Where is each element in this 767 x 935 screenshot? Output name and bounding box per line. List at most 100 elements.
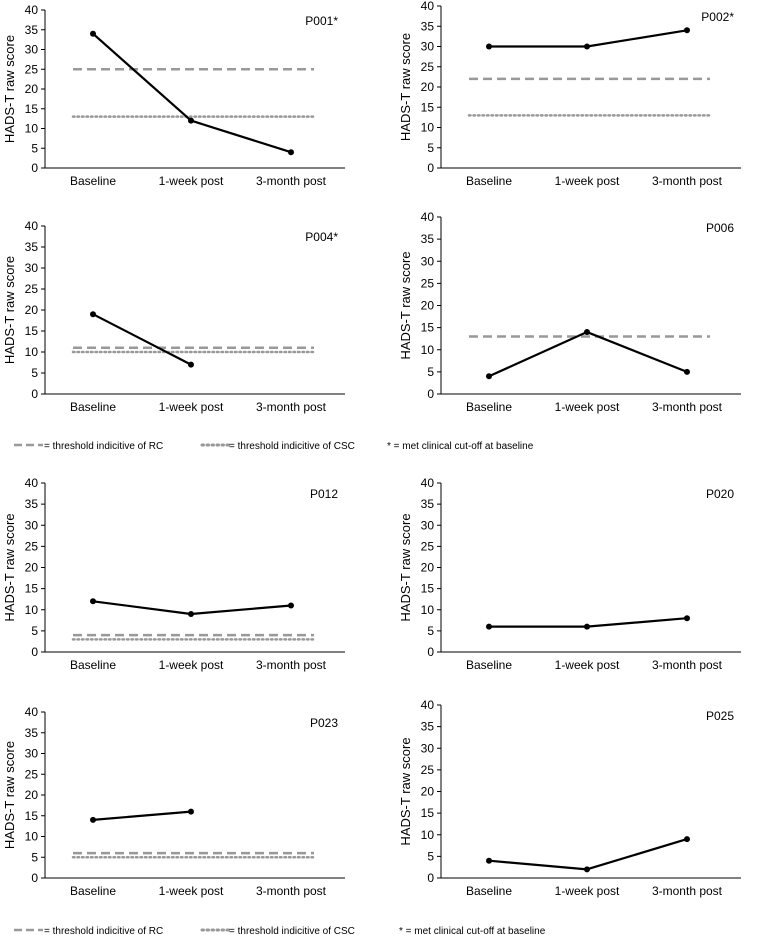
charts-group: 0 5 10 15 20 25 30 35 40 Baseline 1-week post 3-mon… <box>2 0 741 898</box>
y-tick-label: 15 <box>25 324 39 338</box>
data-point <box>90 598 96 605</box>
y-tick-label: 5 <box>427 849 434 863</box>
participant-id-label: P012 <box>310 487 338 501</box>
data-point <box>584 329 590 336</box>
data-point <box>684 615 690 622</box>
participant-id-label: P002* <box>701 10 734 24</box>
y-tick-label: 10 <box>421 828 435 842</box>
y-tick-label: 20 <box>25 82 39 96</box>
y-tick-label: 20 <box>25 788 39 802</box>
y-tick-label: 0 <box>31 871 38 885</box>
y-tick-label: 40 <box>25 3 39 17</box>
y-tick-label: 40 <box>421 476 435 490</box>
y-tick-label: 15 <box>421 806 435 820</box>
y-tick-label: 5 <box>427 365 434 379</box>
y-tick-label: 20 <box>421 299 435 313</box>
data-point <box>288 149 294 156</box>
y-tick-label: 5 <box>31 850 38 864</box>
y-tick-label: 10 <box>25 122 39 136</box>
x-tick-label: 1-week post <box>159 400 224 414</box>
legend-rc-label: = threshold indicitive of RC <box>44 441 163 452</box>
x-tick-label: Baseline <box>70 400 116 414</box>
x-tick-label: 3-month post <box>652 400 723 414</box>
y-axis-label: HADS-T raw score <box>2 256 17 364</box>
series-line-segment <box>488 331 588 378</box>
legend-top: = threshold indicitive of RC = threshold… <box>14 441 534 452</box>
data-point <box>188 361 194 368</box>
y-tick-label: 35 <box>25 726 39 740</box>
y-tick-label: 25 <box>421 763 435 777</box>
chart-panel-P002: 0 5 10 15 20 25 30 35 40 Baseline 1-week post 3-mon… <box>398 0 741 188</box>
participant-id-label: P023 <box>310 716 338 730</box>
y-tick-label: 40 <box>25 219 39 233</box>
x-tick-label: 1-week post <box>159 658 224 672</box>
data-point <box>486 623 492 630</box>
y-tick-label: 15 <box>25 582 39 596</box>
x-tick-label: 3-month post <box>256 174 327 188</box>
legend-star-label: * = met clinical cut-off at baseline <box>399 926 546 935</box>
y-tick-label: 0 <box>427 871 434 885</box>
y-tick-label: 20 <box>25 561 39 575</box>
y-tick-label: 25 <box>25 62 39 76</box>
y-tick-label: 5 <box>31 141 38 155</box>
x-tick-label: Baseline <box>466 658 512 672</box>
y-axis-label: HADS-T raw score <box>398 33 413 141</box>
y-tick-label: 25 <box>25 282 39 296</box>
y-tick-label: 20 <box>421 785 435 799</box>
series-line-segment <box>586 838 688 871</box>
x-tick-label: 1-week post <box>555 400 620 414</box>
y-tick-label: 0 <box>31 161 38 175</box>
chart-panel-P025: 0 5 10 15 20 25 30 35 40 Baseline 1-week post 3-mon… <box>398 698 741 898</box>
x-tick-label: 1-week post <box>555 884 620 898</box>
y-tick-label: 0 <box>427 387 434 401</box>
y-tick-label: 0 <box>31 387 38 401</box>
y-tick-label: 15 <box>421 100 435 114</box>
x-tick-label: 3-month post <box>256 884 327 898</box>
series-line-segment <box>92 313 192 366</box>
legend-csc-label: = threshold indicitive of CSC <box>229 441 355 452</box>
legend-star-label: * = met clinical cut-off at baseline <box>387 441 534 452</box>
y-tick-label: 10 <box>25 603 39 617</box>
y-tick-label: 25 <box>25 539 39 553</box>
chart-panel-P020: 0 5 10 15 20 25 30 35 40 Baseline 1-week post 3-mon… <box>398 476 741 672</box>
y-tick-label: 30 <box>25 747 39 761</box>
x-tick-label: 3-month post <box>652 658 723 672</box>
data-point <box>684 368 690 375</box>
y-tick-label: 25 <box>421 60 435 74</box>
data-point <box>584 43 590 50</box>
participant-id-label: P004* <box>305 230 338 244</box>
legend-csc-label: = threshold indicitive of CSC <box>229 926 355 935</box>
data-point <box>684 27 690 34</box>
data-point <box>288 602 294 609</box>
participant-id-label: P025 <box>706 709 734 723</box>
series-line-segment <box>190 119 292 154</box>
data-point <box>90 816 96 823</box>
x-tick-label: Baseline <box>466 400 512 414</box>
y-tick-label: 15 <box>25 102 39 116</box>
y-tick-label: 35 <box>25 23 39 37</box>
y-tick-label: 15 <box>421 321 435 335</box>
x-tick-label: Baseline <box>70 174 116 188</box>
y-tick-label: 25 <box>421 539 435 553</box>
chart-panel-P001: 0 5 10 15 20 25 30 35 40 Baseline 1-week post 3-mon… <box>2 3 345 188</box>
y-tick-label: 10 <box>421 603 435 617</box>
y-axis-label: HADS-T raw score <box>398 251 413 359</box>
series-line-segment <box>92 600 192 616</box>
y-axis-label: HADS-T raw score <box>398 513 413 621</box>
x-tick-label: 3-month post <box>652 884 723 898</box>
series-line-segment <box>92 810 192 821</box>
y-tick-label: 40 <box>25 476 39 490</box>
x-tick-label: 1-week post <box>555 174 620 188</box>
series-line-segment <box>586 29 688 48</box>
x-tick-label: Baseline <box>466 884 512 898</box>
y-tick-label: 5 <box>31 366 38 380</box>
data-point <box>188 117 194 124</box>
legend-rc-label: = threshold indicitive of RC <box>44 926 163 935</box>
y-tick-label: 40 <box>421 0 435 13</box>
chart-panel-P012: 0 5 10 15 20 25 30 35 40 Baseline 1-week post 3-mon… <box>2 476 345 672</box>
y-tick-label: 30 <box>25 261 39 275</box>
legend-bottom: = threshold indicitive of RC = threshold… <box>14 926 546 935</box>
y-tick-label: 0 <box>427 645 434 659</box>
y-tick-label: 20 <box>25 303 39 317</box>
series-line-segment <box>190 604 292 616</box>
